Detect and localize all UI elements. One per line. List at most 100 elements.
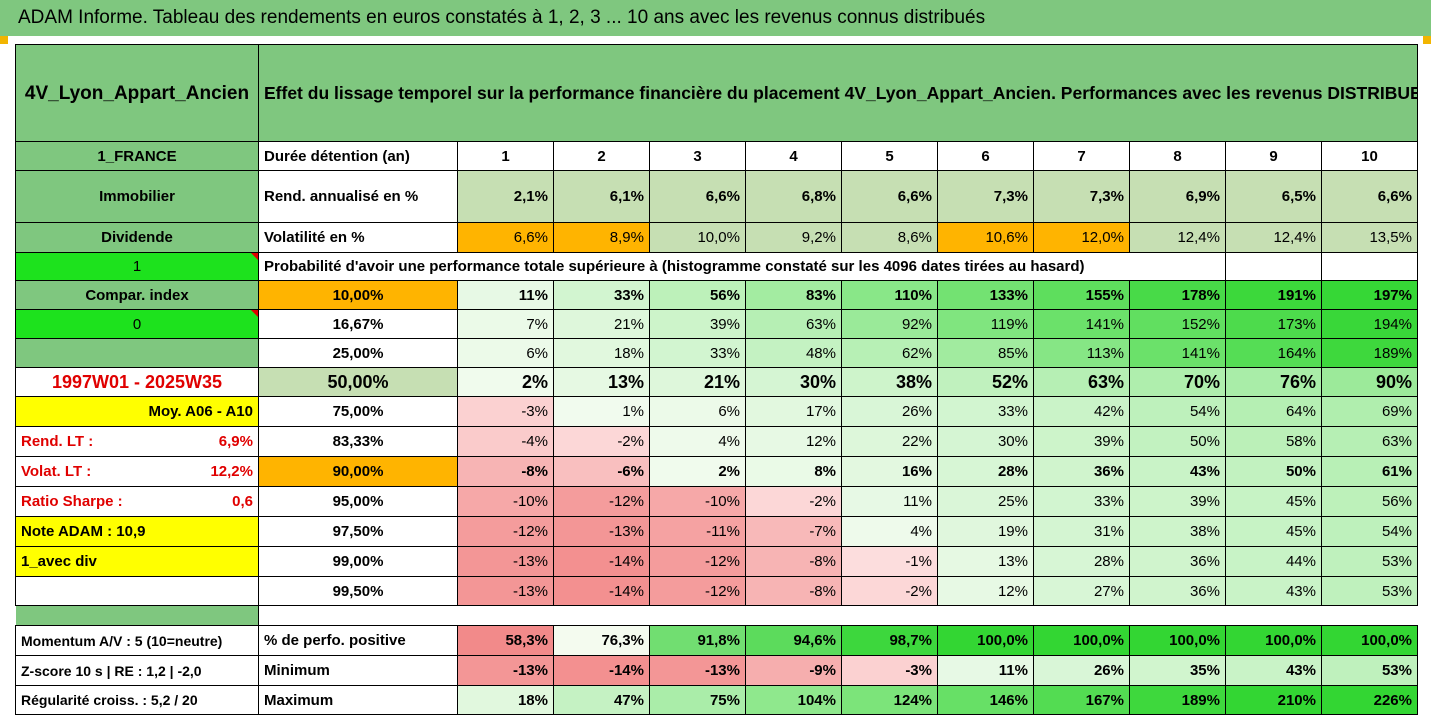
probability-value: -11% (649, 516, 746, 547)
probability-value: 178% (1129, 280, 1226, 310)
country-label: 1_FRANCE (15, 141, 259, 171)
rend-value: 6,9% (1129, 170, 1226, 223)
dividend-toggle-cell[interactable]: 1 (15, 252, 259, 281)
probability-value: -7% (745, 516, 842, 547)
pos-value: 100,0% (1129, 625, 1226, 656)
probability-value: 69% (1321, 396, 1418, 427)
probability-value: 52% (937, 367, 1034, 397)
summary-rows: Momentum A/V : 5 (10=neutre)% de perfo. … (15, 625, 1418, 715)
probability-threshold: 75,00% (258, 396, 458, 427)
max-value: 210% (1225, 685, 1322, 715)
probability-threshold: 25,00% (258, 338, 458, 368)
pos-value: 91,8% (649, 625, 746, 656)
years-value: 2 (553, 141, 650, 171)
probability-value: 197% (1321, 280, 1418, 310)
compar-index-toggle[interactable]: 0 (15, 309, 259, 339)
zscore-label: Z-score 10 s | RE : 1,2 | -2,0 (15, 655, 259, 686)
max-value: 226% (1321, 685, 1418, 715)
probability-value: -8% (457, 456, 554, 487)
probability-value: 83% (745, 280, 842, 310)
probability-value: 50% (1225, 456, 1322, 487)
annualized-return-row: Immobilier Rend. annualisé en % 2,1% 6,1%… (15, 170, 1418, 223)
spacer-cell (259, 606, 1418, 626)
probability-value: -10% (457, 486, 554, 517)
min-value: -13% (649, 655, 746, 686)
probability-value: 42% (1033, 396, 1130, 427)
probability-value: 33% (937, 396, 1034, 427)
with-dividend-label: 1_avec div (15, 546, 259, 577)
vol-value: 10,0% (649, 222, 746, 253)
probability-threshold: 90,00% (258, 456, 458, 487)
rend-value: 6,6% (1321, 170, 1418, 223)
probability-value: 189% (1321, 338, 1418, 368)
probability-value: 43% (1129, 456, 1226, 487)
pos-label: % de perfo. positive (258, 625, 458, 656)
probability-value: 11% (841, 486, 938, 517)
volat-lt-cell: 12,2% Volat. LT : (15, 456, 259, 487)
max-label: Maximum (258, 685, 458, 715)
probability-value: 141% (1033, 309, 1130, 339)
holding-duration-label: Durée détention (an) (258, 141, 458, 171)
probability-value: 39% (649, 309, 746, 339)
probability-value: 155% (1033, 280, 1130, 310)
probability-value: 141% (1129, 338, 1226, 368)
rend-value: 7,3% (937, 170, 1034, 223)
probability-value: -6% (553, 456, 650, 487)
probability-value: -2% (553, 426, 650, 457)
probability-value: -14% (553, 546, 650, 577)
rend-lt-value: 6,9% (218, 433, 253, 450)
probability-rows: Compar. index 10,00% 11% 33% 56% 83% 110% 133% 1… (15, 280, 1418, 606)
period-label: 1997W01 - 2025W35 (15, 367, 259, 397)
probability-value: -13% (553, 516, 650, 547)
probability-value: 56% (649, 280, 746, 310)
volatility-label: Volatilité en % (258, 222, 458, 253)
probability-value: 6% (457, 338, 554, 368)
probability-value: 4% (841, 516, 938, 547)
category-label: Immobilier (15, 170, 259, 223)
probability-value: -14% (553, 576, 650, 606)
min-value: -3% (841, 655, 938, 686)
volat-lt-value: 12,2% (210, 463, 253, 480)
probability-threshold: 10,00% (258, 280, 458, 310)
probability-value: 85% (937, 338, 1034, 368)
probability-row: 25,00% 6% 18% 33% 48% 62% 85% 113% 141% 164% 189% (15, 338, 1418, 368)
probability-value: 21% (649, 367, 746, 397)
probability-value: 90% (1321, 367, 1418, 397)
probability-value: 63% (1033, 367, 1130, 397)
probability-value: 50% (1129, 426, 1226, 457)
probability-value: 22% (841, 426, 938, 457)
years-value: 5 (841, 141, 938, 171)
volat-lt-label: Volat. LT : (21, 463, 92, 480)
min-label: Minimum (258, 655, 458, 686)
probability-value: 45% (1225, 516, 1322, 547)
spacer-cell (15, 605, 259, 626)
probability-title-row: 1 Probabilité d'avoir une performance to… (15, 252, 1418, 281)
pos-value: 76,3% (553, 625, 650, 656)
probability-value: 30% (937, 426, 1034, 457)
probability-value: -1% (841, 546, 938, 577)
probability-value: 110% (841, 280, 938, 310)
pos-value: 100,0% (1033, 625, 1130, 656)
probability-title: Probabilité d'avoir une performance tota… (258, 252, 1226, 281)
probability-value: 113% (1033, 338, 1130, 368)
probability-value: 63% (745, 309, 842, 339)
probability-value: 1% (553, 396, 650, 427)
pos-value: 94,6% (745, 625, 842, 656)
vol-value: 10,6% (937, 222, 1034, 253)
probability-threshold: 83,33% (258, 426, 458, 457)
probability-value: 54% (1129, 396, 1226, 427)
blank-left-cell (15, 338, 259, 368)
probability-value: 39% (1129, 486, 1226, 517)
probability-value: 38% (841, 367, 938, 397)
probability-value: 45% (1225, 486, 1322, 517)
probability-value: 12% (937, 576, 1034, 606)
probability-value: 63% (1321, 426, 1418, 457)
probability-value: 62% (841, 338, 938, 368)
max-value: 47% (553, 685, 650, 715)
probability-value: 56% (1321, 486, 1418, 517)
years-value: 8 (1129, 141, 1226, 171)
probability-value: -12% (457, 516, 554, 547)
years-value: 10 (1321, 141, 1418, 171)
probability-value: 119% (937, 309, 1034, 339)
